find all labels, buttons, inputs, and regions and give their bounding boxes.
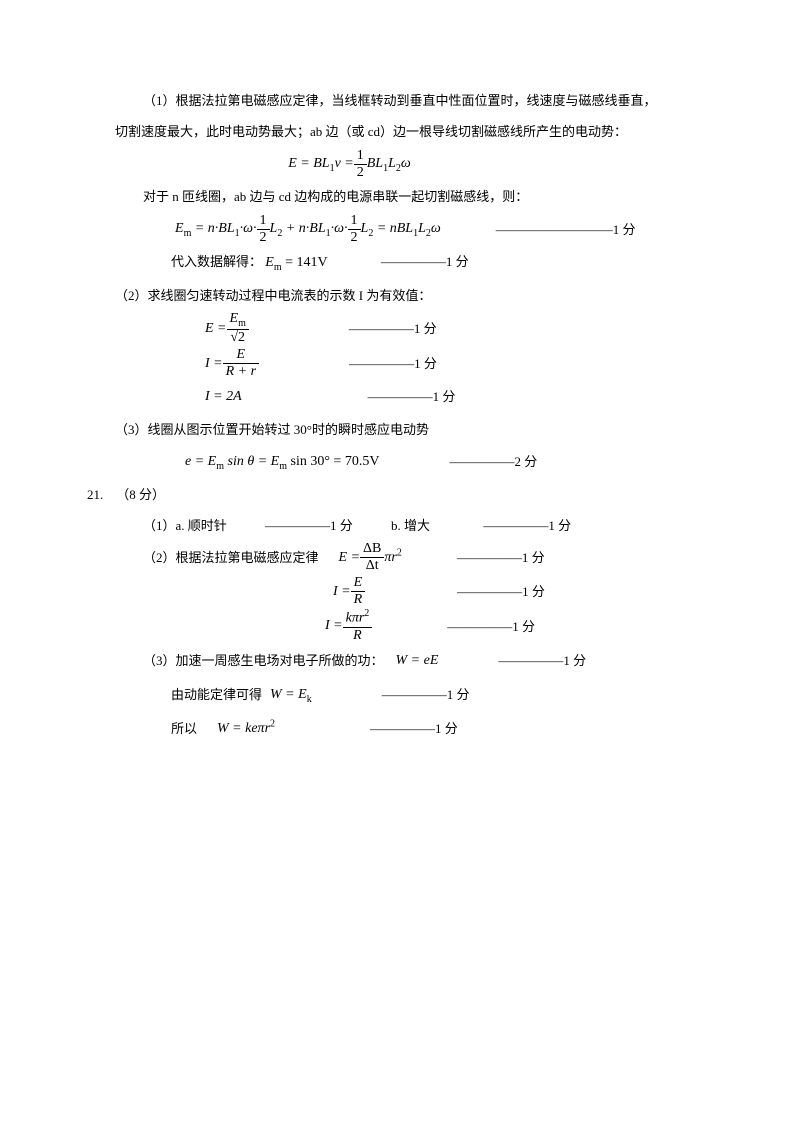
q21-header: 21. （8 分）	[87, 479, 704, 510]
q21-p2: （2）根据法拉第电磁感应定律 E = ΔBΔt πr2 —————1 分	[115, 541, 704, 575]
q20-eq1: E = BL1v = 12 BL1L2ω	[115, 147, 704, 181]
q20-p3: 代入数据解得： Em = 141V —————1 分	[115, 246, 704, 280]
q21-p3: （3）加速一周感生电场对电子所做的功： W = eE —————1 分	[115, 644, 704, 678]
q21-p1: （1）a. 顺时针 —————1 分 b. 增大 —————1 分	[115, 510, 704, 541]
q20-p5: （3）线圈从图示位置开始转过 30°时的瞬时感应电动势	[115, 414, 704, 445]
q20-eq4: E = Em√2 —————1 分	[115, 311, 704, 346]
q21-eq2: I = ER —————1 分	[115, 575, 704, 609]
q21-eq3: I = kπr2R —————1 分	[115, 608, 704, 644]
q20-eq2: Em = n·BL1·ω· 12 L2 + n·BL1·ω· 12 L2 = n…	[115, 212, 704, 246]
q21-p4: 由动能定律可得 W = Ek —————1 分	[115, 678, 704, 712]
q20-p2: 对于 n 匝线圈，ab 边与 cd 边构成的电源串联一起切割磁感线，则：	[115, 181, 704, 212]
q20-p1-line2: 切割速度最大，此时电动势最大；ab 边（或 cd）边一根导线切割磁感线所产生的电…	[115, 116, 704, 147]
q20-eq5: I = ER + r —————1 分	[115, 347, 704, 381]
q20-eq6: I = 2A —————1 分	[115, 380, 704, 414]
q21-p5: 所以 W = keπr2 —————1 分	[115, 712, 704, 746]
q20-p1-line1: （1）根据法拉第电磁感应定律，当线框转动到垂直中性面位置时，线速度与磁感线垂直，	[115, 85, 704, 116]
q20-p4: （2）求线圈匀速转动过程中电流表的示数 I 为有效值：	[115, 280, 704, 311]
q20-eq7: e = Em sin θ = Em sin 30° = 70.5V —————2…	[115, 445, 704, 479]
